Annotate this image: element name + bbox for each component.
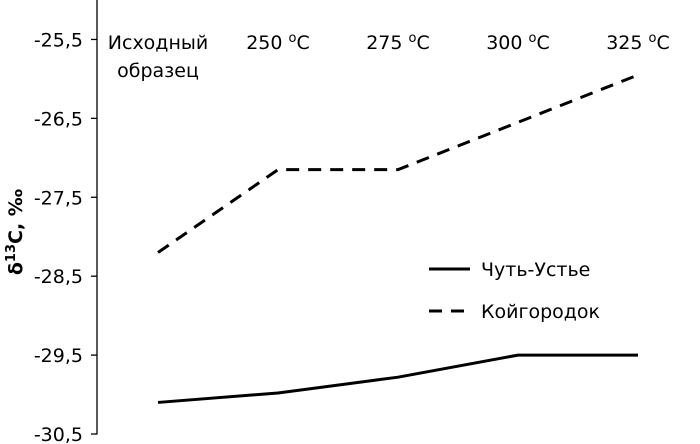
category-label: 300 oC	[486, 31, 550, 54]
category-label: 250 oC	[246, 31, 310, 54]
y-tick-label: -28,5	[34, 266, 83, 288]
y-tick-label: -27,5	[34, 187, 83, 209]
y-axis-title-group: δ13C, ‰	[4, 189, 27, 275]
category-label: 325 oC	[606, 31, 670, 54]
category-labels: Исходный образец 250 oC 275 oC 300 oC 325 oC	[108, 31, 670, 82]
category-label: Исходный образец	[108, 32, 208, 82]
category-label: 275 oC	[366, 31, 430, 54]
series-lines	[157, 73, 639, 404]
series-line-koygorodok	[157, 73, 639, 254]
y-tick-label: -30,5	[34, 424, 83, 444]
y-axis: -30,5 -29,5 -28,5 -27,5 -26,5 -25,5	[34, 0, 98, 444]
y-tick-label: -29,5	[34, 345, 83, 367]
legend-label: Койгородок	[481, 301, 600, 323]
y-axis-title: δ13C, ‰	[4, 189, 27, 275]
series-line-chut-uste	[157, 353, 638, 404]
y-tick-label: -26,5	[34, 108, 83, 130]
y-tick-label: -25,5	[34, 29, 83, 51]
legend-label: Чуть-Устье	[481, 259, 590, 281]
legend: Чуть-Устье Койгородок	[429, 259, 600, 323]
